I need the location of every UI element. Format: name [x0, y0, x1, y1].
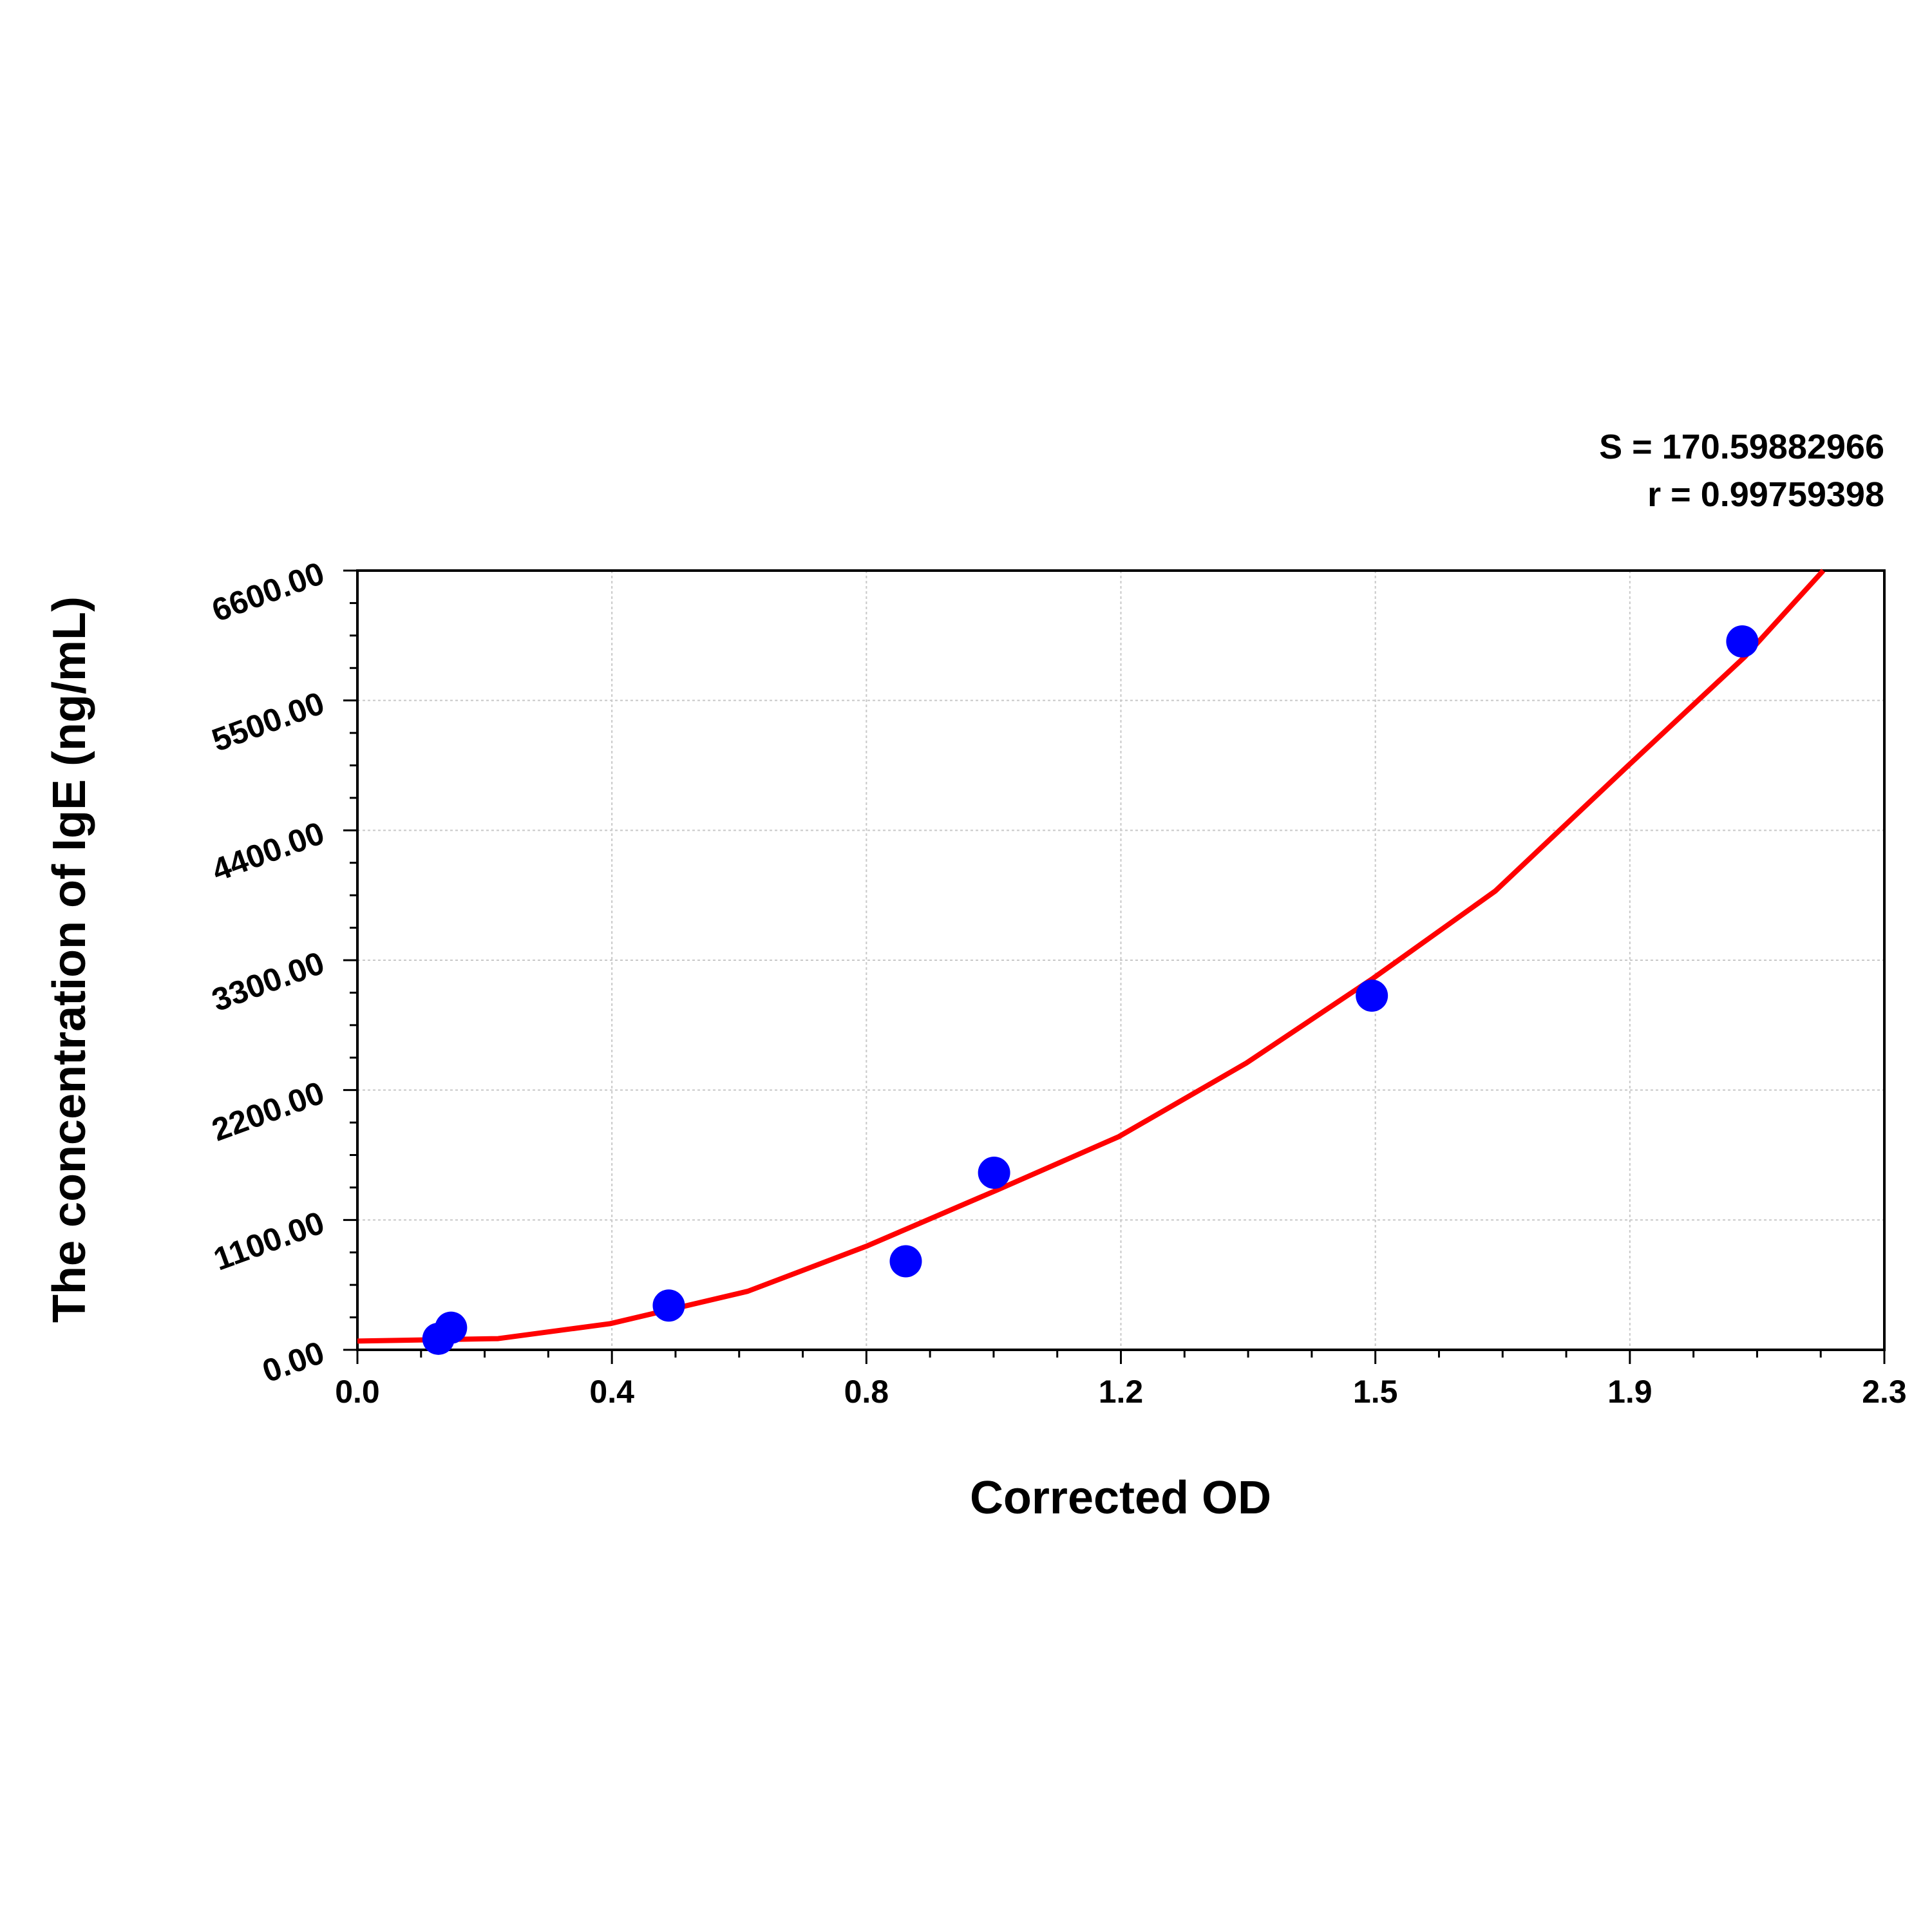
x-tick-label: 0.8 — [844, 1374, 889, 1410]
data-point — [1356, 980, 1388, 1012]
x-tick-label: 2.3 — [1862, 1374, 1907, 1410]
annotation-r: r = 0.99759398 — [1647, 475, 1884, 514]
annotation-s: S = 170.59882966 — [1599, 428, 1884, 466]
plot-frame — [356, 569, 1886, 1351]
x-tick-label: 1.5 — [1353, 1374, 1398, 1410]
data-point — [435, 1311, 468, 1344]
data-point — [889, 1245, 922, 1278]
x-tick-label: 1.9 — [1607, 1374, 1653, 1410]
data-point — [652, 1289, 685, 1322]
x-tick-label: 0.0 — [335, 1374, 380, 1410]
fit-curve — [357, 569, 1826, 1344]
x-axis-title: Corrected OD — [970, 1472, 1271, 1524]
data-point — [978, 1157, 1010, 1189]
y-axis-title: The concentration of IgE (ng/mL) — [44, 596, 95, 1323]
x-tick-label: 1.2 — [1099, 1374, 1144, 1410]
x-tick-label: 0.4 — [589, 1374, 634, 1410]
data-point — [1726, 625, 1759, 658]
